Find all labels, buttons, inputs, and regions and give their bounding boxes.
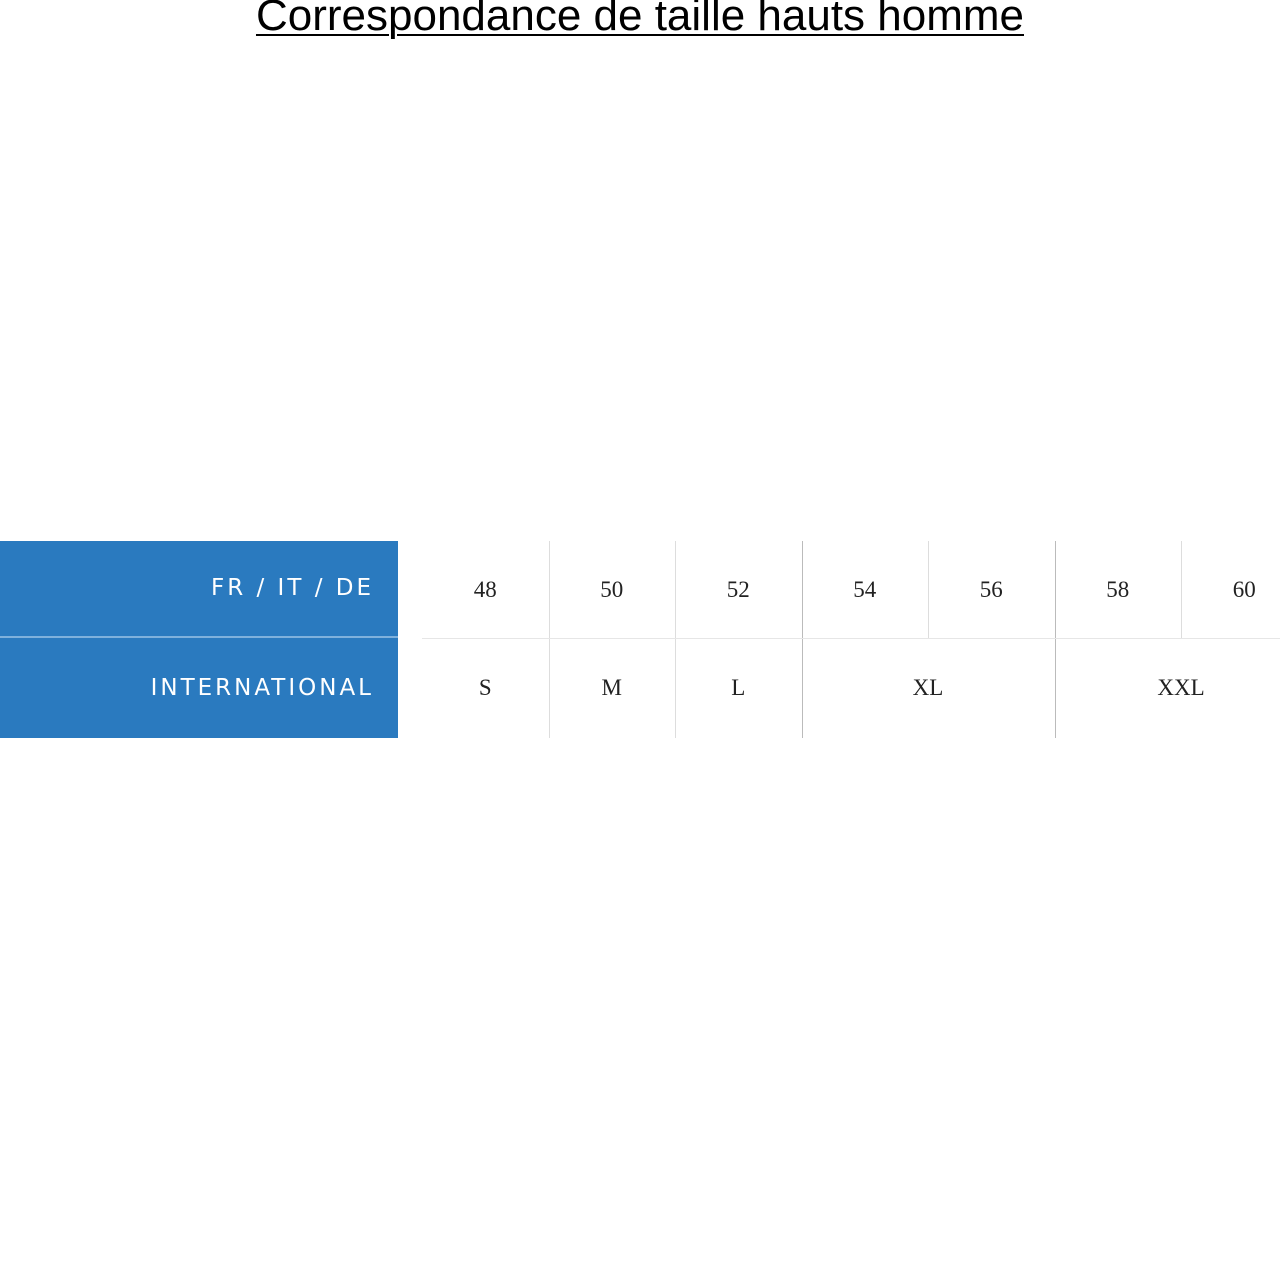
grid-divider <box>1054 541 1056 738</box>
size-cell-international: L <box>731 674 746 700</box>
size-cell-fr: 54 <box>853 576 877 602</box>
size-cell-international: XL <box>912 674 944 700</box>
size-cell-fr: 60 <box>1232 576 1256 602</box>
row-divider <box>422 638 1280 639</box>
grid-divider <box>928 541 929 638</box>
grid-divider <box>675 541 676 738</box>
row-header-international: INTERNATIONAL <box>150 675 374 701</box>
size-cell-international: S <box>478 674 492 700</box>
grid-divider <box>548 541 550 738</box>
row-header-panel: FR / IT / DE INTERNATIONAL <box>0 541 398 738</box>
size-cell-international: XXL <box>1157 674 1205 700</box>
size-cell-fr: 56 <box>979 576 1003 602</box>
title-text: Correspondance de taille hauts homme <box>255 0 1024 40</box>
size-cell-fr: 50 <box>600 576 624 602</box>
grid-divider <box>801 541 803 738</box>
row-header-divider <box>0 636 398 638</box>
size-cell-fr: 52 <box>726 576 750 602</box>
size-cell-international: M <box>601 674 622 700</box>
size-cell-fr: 58 <box>1106 576 1130 602</box>
row-header-fr-it-de: FR / IT / DE <box>210 575 374 601</box>
page-title: Correspondance de taille hauts homme <box>0 0 1280 44</box>
size-cell-fr: 48 <box>473 576 497 602</box>
grid-divider <box>1181 541 1182 638</box>
